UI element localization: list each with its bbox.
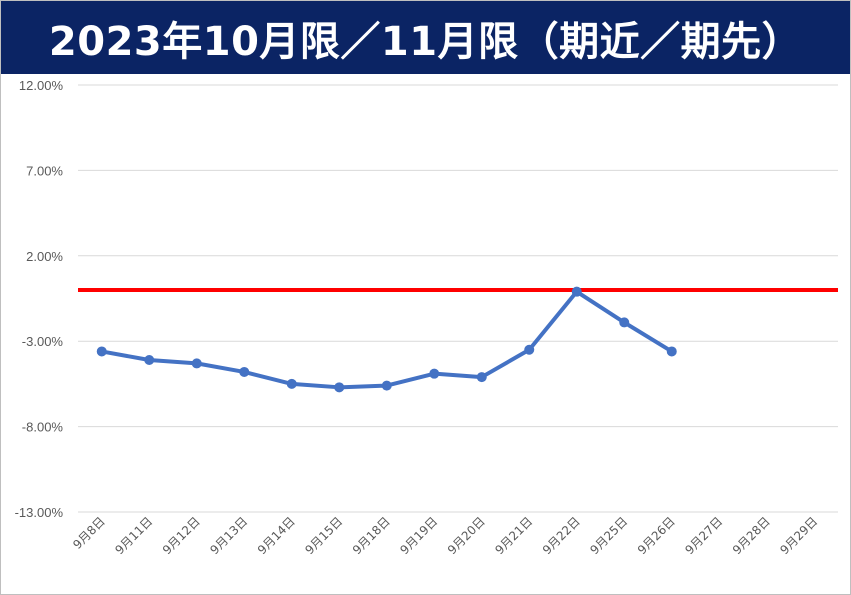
y-tick-label: -3.00%	[22, 334, 64, 349]
x-tick-label: 9月12日	[160, 514, 203, 557]
x-tick-label: 9月20日	[445, 514, 488, 557]
data-point	[619, 317, 630, 328]
x-tick-label: 9月29日	[777, 514, 820, 557]
x-tick-label: 9月18日	[350, 514, 393, 557]
x-tick-label: 9月13日	[207, 514, 250, 557]
y-axis-ticks: 12.00% 7.00% 2.00% -3.00% -8.00% -13.00%	[15, 78, 64, 520]
data-point	[191, 358, 202, 369]
title-bar: 2023年10月限／11月限（期近／期先）	[1, 1, 850, 74]
data-point	[239, 366, 250, 377]
x-tick-label: 9月26日	[635, 514, 678, 557]
data-point	[571, 286, 582, 297]
series-line	[99, 289, 674, 390]
y-tick-label: 2.00%	[26, 249, 63, 264]
data-point	[524, 344, 535, 355]
data-point	[334, 382, 345, 393]
x-tick-label: 9月21日	[492, 514, 535, 557]
data-point	[96, 346, 107, 357]
x-tick-label: 9月15日	[302, 514, 345, 557]
x-tick-label: 9月28日	[730, 514, 773, 557]
x-tick-label: 9月14日	[255, 514, 298, 557]
gridlines	[78, 84, 838, 513]
series-group	[96, 286, 677, 393]
x-tick-label: 9月11日	[112, 514, 155, 557]
data-point	[666, 346, 677, 357]
x-tick-label: 9月25日	[587, 514, 630, 557]
data-point	[429, 368, 440, 379]
y-tick-label: -13.00%	[15, 505, 64, 520]
data-point	[286, 378, 297, 389]
data-point	[476, 372, 487, 383]
data-point	[381, 380, 392, 391]
x-tick-label: 9月8日	[70, 514, 108, 552]
y-tick-label: 12.00%	[19, 78, 64, 93]
y-tick-label: 7.00%	[26, 163, 63, 178]
x-tick-label: 9月22日	[540, 514, 583, 557]
x-tick-label: 9月27日	[682, 514, 725, 557]
data-point	[144, 354, 155, 365]
y-tick-label: -8.00%	[22, 420, 64, 435]
x-axis-ticks: 9月8日 9月11日 9月12日 9月13日 9月14日 9月15日 9月18日 9月19日 9…	[70, 514, 820, 557]
chart-title: 2023年10月限／11月限（期近／期先）	[48, 18, 803, 65]
x-tick-label: 9月19日	[397, 514, 440, 557]
